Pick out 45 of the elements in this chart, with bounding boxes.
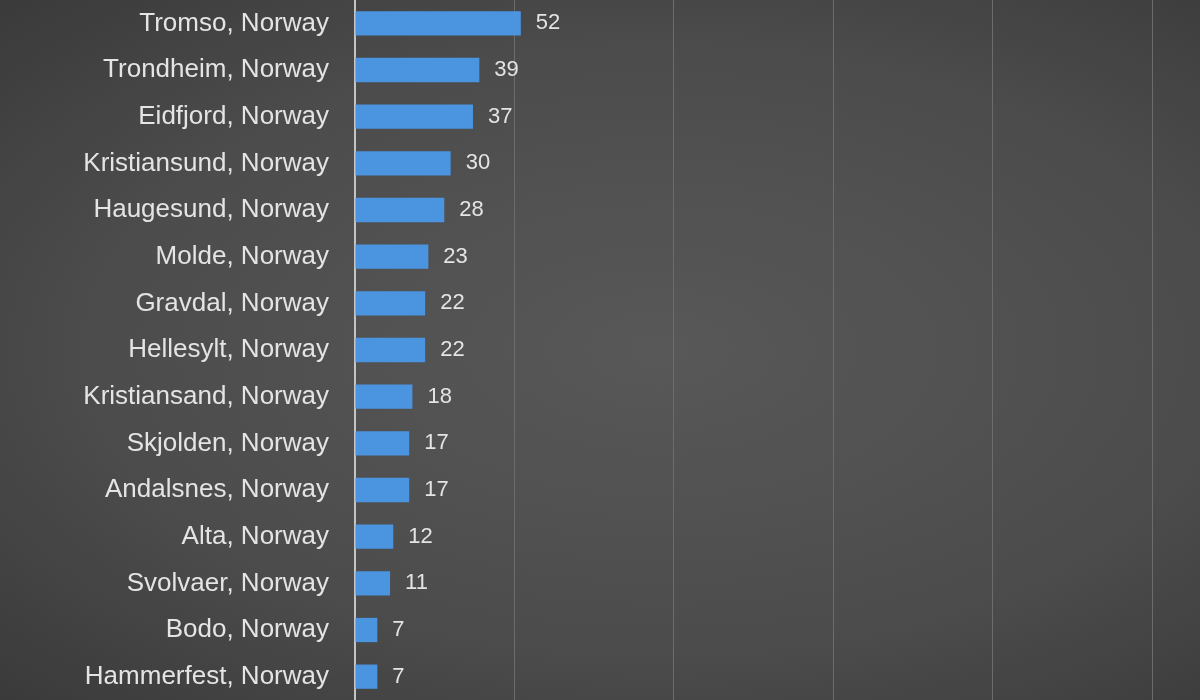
- data-label: 52: [535, 9, 561, 35]
- bar: [355, 664, 378, 689]
- y-tick-label: Eidfjord, Norway: [138, 99, 329, 130]
- bar: [355, 57, 480, 83]
- bar: [355, 337, 426, 363]
- data-label: 22: [440, 336, 465, 362]
- data-label: 30: [465, 149, 491, 175]
- data-label: 28: [459, 196, 484, 222]
- bar: [355, 431, 410, 456]
- data-label: 37: [487, 102, 513, 128]
- data-label: 18: [427, 382, 452, 408]
- bar: [355, 197, 445, 223]
- bar: [355, 524, 394, 549]
- bar: [355, 571, 391, 596]
- y-tick-label: Molde, Norway: [155, 239, 329, 270]
- bar: [355, 11, 521, 36]
- y-tick-label: Gravdal, Norway: [135, 286, 329, 317]
- y-tick-label: Trondheim, Norway: [103, 53, 329, 84]
- y-tick-label: Andalsnes, Norway: [105, 473, 329, 504]
- y-tick-label: Kristiansund, Norway: [83, 146, 329, 177]
- bar: [355, 151, 451, 176]
- bar: [355, 477, 410, 503]
- bar: [355, 244, 429, 269]
- y-tick-label: Hammerfest, Norway: [84, 659, 329, 690]
- y-tick-label: Kristiansand, Norway: [83, 379, 329, 410]
- bar: [355, 104, 473, 129]
- y-tick-label: Alta, Norway: [181, 519, 329, 550]
- data-label: 17: [424, 429, 449, 455]
- bar: [355, 617, 378, 643]
- bar: [355, 384, 413, 409]
- y-tick-label: Svolvaer, Norway: [126, 566, 329, 597]
- data-label: 7: [392, 616, 405, 642]
- y-tick-label: Haugesund, Norway: [93, 193, 329, 224]
- y-tick-label: Tromso, Norway: [139, 6, 329, 37]
- data-label: 7: [392, 662, 405, 688]
- data-label: 39: [494, 56, 519, 82]
- data-label: 17: [424, 476, 449, 502]
- bar: [355, 291, 426, 316]
- data-label: 11: [405, 569, 428, 595]
- data-label: 23: [443, 242, 468, 268]
- y-tick-label: Skjolden, Norway: [126, 426, 329, 457]
- y-tick-label: Hellesylt, Norway: [128, 333, 329, 364]
- data-label: 12: [408, 522, 433, 548]
- data-label: 22: [440, 289, 465, 315]
- y-tick-label: Bodo, Norway: [165, 613, 329, 644]
